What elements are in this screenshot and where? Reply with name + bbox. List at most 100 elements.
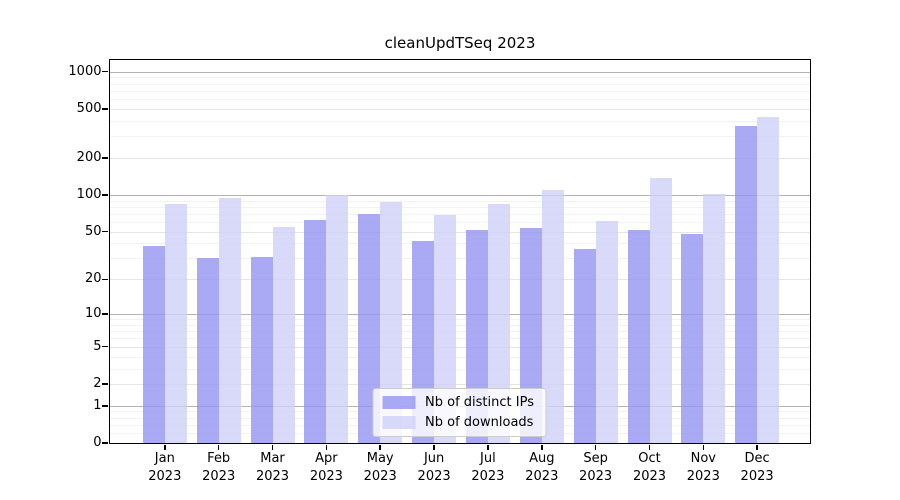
- x-tick-label: Feb 2023: [202, 450, 236, 484]
- x-tick-label: Aug 2023: [525, 450, 559, 484]
- x-tick-label: Dec 2023: [740, 450, 774, 484]
- y-tick-label: 1: [93, 397, 102, 413]
- minor-gridline: [109, 200, 810, 202]
- y-tick-label: 1000: [68, 63, 102, 79]
- minor-gridline: [109, 338, 810, 340]
- x-tick-mark: [756, 444, 758, 450]
- y-tick-label: 20: [84, 271, 102, 287]
- minor-gridline: [109, 136, 810, 138]
- legend-label-downloads: Nb of downloads: [425, 415, 534, 430]
- y-gridline: [109, 108, 810, 110]
- y-tick-label: 50: [84, 223, 102, 239]
- downloads-bar: [595, 221, 618, 443]
- x-tick-label: Apr 2023: [309, 450, 343, 484]
- minor-gridline: [109, 356, 810, 358]
- y-tick-mark: [102, 405, 108, 407]
- ips-bar: [681, 233, 704, 443]
- x-tick-label: Jan 2023: [148, 450, 182, 484]
- y-tick-label: 500: [76, 100, 102, 116]
- y-gridline: [109, 346, 810, 348]
- legend: Nb of distinct IPs Nb of downloads: [372, 388, 547, 437]
- downloads-bar: [757, 116, 780, 443]
- y-tick-label: 2: [93, 375, 102, 391]
- legend-label-distinct-ips: Nb of distinct IPs: [425, 395, 534, 410]
- y-tick-label: 0: [93, 435, 102, 450]
- ips-bar: [627, 229, 650, 443]
- downloads-bar: [164, 203, 187, 443]
- y-tick-mark: [102, 194, 108, 196]
- minor-gridline: [109, 368, 810, 370]
- x-tick-label: Mar 2023: [255, 450, 290, 484]
- y-tick-mark: [102, 442, 108, 444]
- minor-gridline: [109, 206, 810, 208]
- minor-gridline: [109, 258, 810, 260]
- downloads-bar: [218, 197, 241, 443]
- ips-bar: [358, 213, 381, 443]
- minor-gridline: [109, 90, 810, 92]
- y-gridline: [109, 157, 810, 159]
- minor-gridline: [109, 213, 810, 215]
- distinct-ips-swatch: [382, 396, 416, 409]
- legend-row-downloads: Nb of downloads: [382, 415, 534, 430]
- y-tick-mark: [102, 157, 108, 159]
- minor-gridline: [109, 77, 810, 79]
- y-gridline: [109, 383, 810, 385]
- ips-bar: [573, 248, 596, 443]
- plot-area: 0 1 2 5 10 20 50 100 200 500 1000 Jan 2023 Feb 2023 Mar…: [68, 58, 811, 484]
- downloads-bar: [703, 194, 726, 443]
- x-tick-label: Sep 2023: [579, 450, 613, 484]
- downloads-bar: [487, 203, 510, 443]
- x-tick-label: Jun 2023: [417, 450, 451, 484]
- y-gridline: [109, 71, 810, 73]
- y-gridline: [109, 231, 810, 233]
- x-tick-label: Nov 2023: [686, 450, 720, 484]
- minor-gridline: [109, 222, 810, 223]
- downloads-bar: [541, 189, 564, 443]
- x-tick-mark: [487, 444, 489, 450]
- x-tick-mark: [271, 444, 274, 450]
- y-tick-mark: [102, 70, 108, 73]
- ips-bar: [196, 258, 219, 443]
- y-tick-mark: [102, 278, 108, 281]
- ips-bar: [250, 256, 273, 443]
- y-tick-label: 5: [93, 338, 102, 354]
- x-tick-mark: [217, 444, 220, 450]
- downloads-bar: [380, 202, 403, 443]
- ips-bar: [735, 126, 758, 443]
- y-gridline: [109, 279, 810, 281]
- downloads-bar: [649, 178, 672, 443]
- y-tick-label: 100: [76, 186, 102, 202]
- y-tick-mark: [102, 383, 108, 385]
- minor-gridline: [109, 331, 810, 333]
- x-tick-mark: [379, 444, 381, 450]
- x-tick-mark: [648, 444, 651, 450]
- minor-gridline: [109, 120, 810, 122]
- x-tick-mark: [325, 444, 328, 450]
- minor-gridline: [109, 324, 810, 326]
- x-tick-mark: [541, 444, 543, 450]
- y-tick-mark: [102, 108, 108, 110]
- minor-gridline: [109, 83, 810, 85]
- minor-gridline: [109, 99, 810, 100]
- downloads-bar: [272, 226, 295, 443]
- y-tick-label: 200: [76, 149, 102, 165]
- x-tick-mark: [433, 444, 435, 450]
- x-tick-mark: [594, 444, 597, 450]
- y-tick-label: 10: [84, 306, 102, 322]
- ips-bar: [142, 246, 165, 443]
- y-tick-mark: [102, 345, 108, 348]
- x-tick-mark: [164, 444, 166, 450]
- minor-gridline: [109, 319, 810, 321]
- y-tick-mark: [102, 230, 108, 233]
- downloads-bar: [434, 215, 457, 443]
- minor-gridline: [109, 243, 810, 245]
- y-tick-mark: [102, 313, 108, 315]
- downloads-bar: [326, 194, 349, 443]
- legend-row-distinct-ips: Nb of distinct IPs: [382, 395, 534, 410]
- ips-bar: [304, 220, 327, 443]
- y-gridline: [109, 194, 810, 196]
- chart-title: cleanUpdTSeq 2023: [384, 34, 536, 52]
- y-gridline: [109, 314, 810, 316]
- x-tick-label: Jul 2023: [471, 450, 505, 484]
